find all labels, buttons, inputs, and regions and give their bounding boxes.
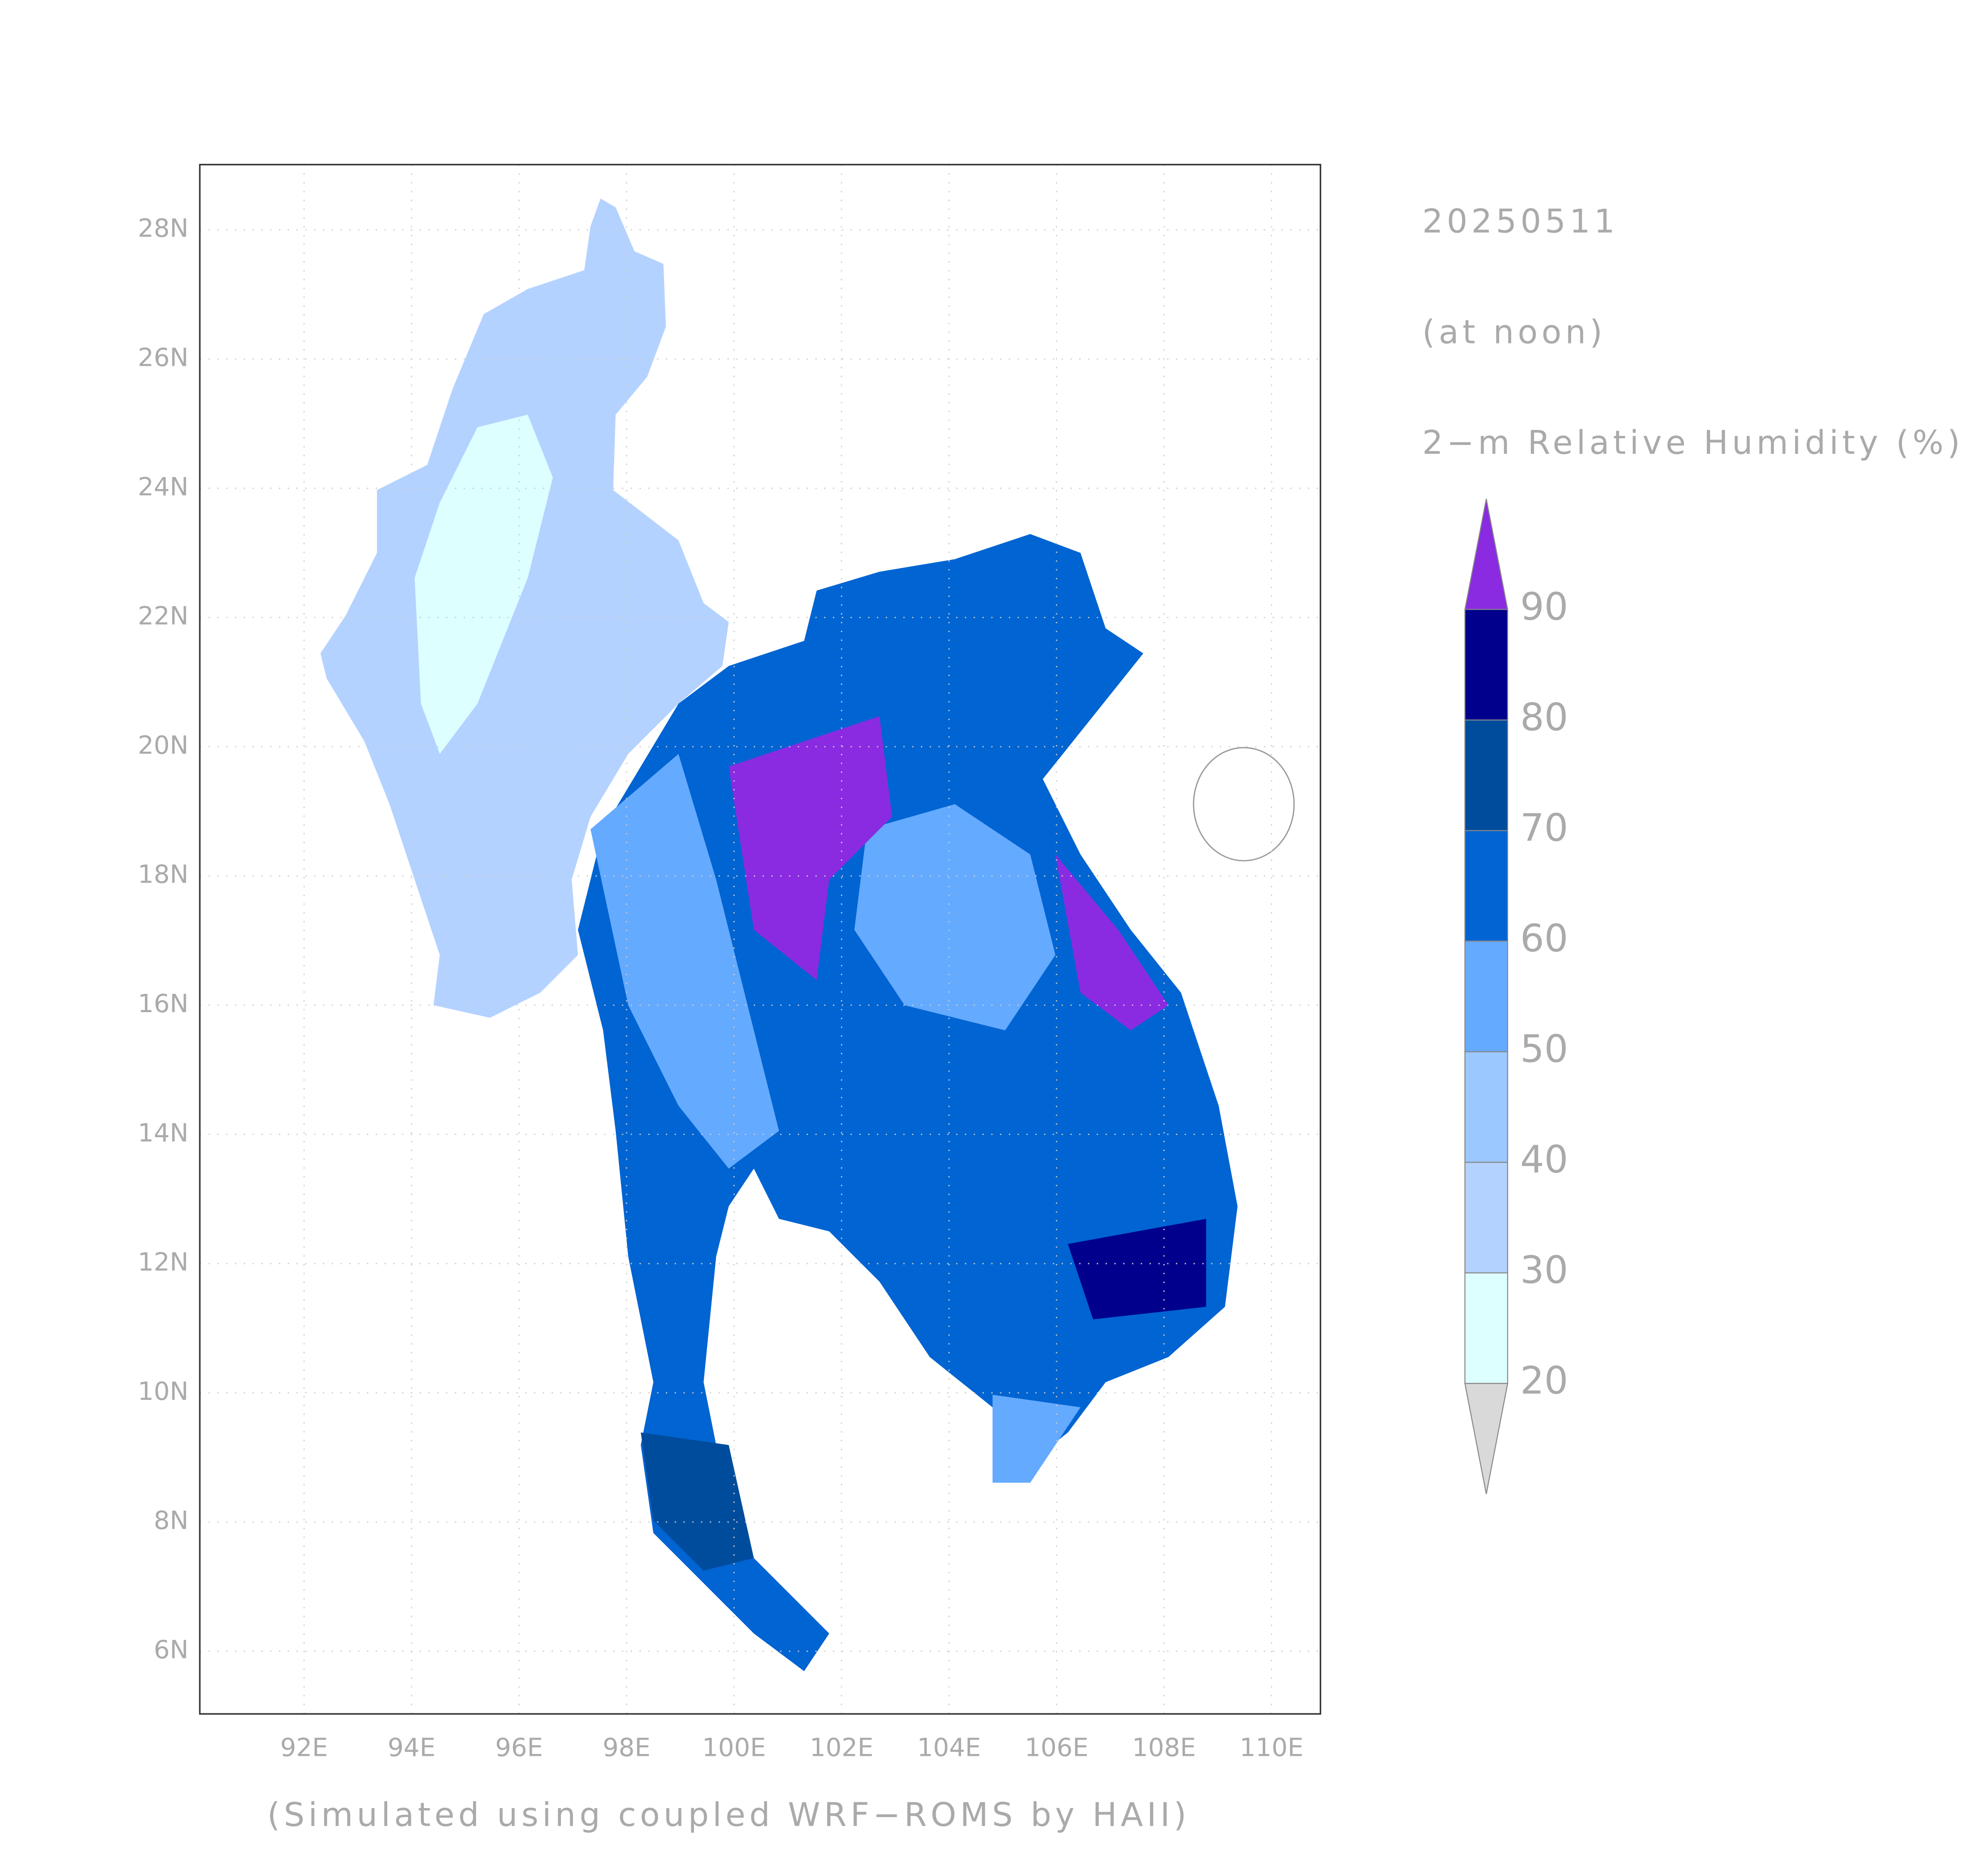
y-tick-label: 10N: [138, 1377, 188, 1406]
variable: 2−m Relative Humidity (%): [1422, 424, 1964, 462]
y-tick-label: 14N: [138, 1118, 188, 1147]
north-thai-purple: [728, 716, 892, 980]
y-tick-label: 22N: [138, 602, 188, 631]
time: (at noon): [1422, 313, 1606, 351]
y-tick-label: 28N: [138, 214, 188, 243]
y-tick-label: 6N: [154, 1635, 188, 1664]
y-tick-label: 20N: [138, 731, 188, 760]
colorbar-label: 50: [1520, 1027, 1568, 1071]
y-tick-label: 8N: [154, 1506, 188, 1535]
myanmar-field: [320, 198, 729, 1018]
x-tick-label: 92E: [280, 1733, 328, 1762]
central-field: [590, 754, 779, 1169]
colorbar-label: 30: [1520, 1248, 1568, 1292]
grid: [200, 164, 1321, 1714]
date: 20250511: [1422, 203, 1619, 241]
footnote: (Simulated using coupled WRF−ROMS by HAI…: [268, 1796, 1190, 1834]
colorbar: 20 30 40 50 60 70 80 90: [1464, 498, 1568, 1495]
colorbar-over: [1464, 498, 1509, 610]
x-tick-label: 106E: [1024, 1733, 1088, 1762]
x-tick-label: 94E: [388, 1733, 435, 1762]
x-tick-label: 100E: [702, 1733, 766, 1762]
colorbar-segment: [1464, 1272, 1509, 1384]
x-tick-label: 108E: [1132, 1733, 1196, 1762]
plateau-field: [854, 804, 1056, 1030]
south-dark: [1068, 1219, 1206, 1319]
colorbar-label: 90: [1520, 585, 1568, 628]
y-tick-label: 26N: [138, 343, 188, 373]
colorbar-label: 20: [1520, 1359, 1568, 1403]
colorbar-segment: [1464, 719, 1509, 831]
x-tick-label: 110E: [1240, 1733, 1304, 1762]
vietnam-coast-purple: [1055, 854, 1169, 1030]
y-tick-label: 24N: [138, 473, 188, 502]
map-frame: [199, 163, 1321, 1715]
colorbar-segment: [1464, 1051, 1509, 1163]
x-tick-label: 102E: [810, 1733, 874, 1762]
x-tick-label: 96E: [495, 1733, 543, 1762]
dry-zone: [414, 415, 553, 754]
colorbar-label: 60: [1520, 917, 1568, 960]
peninsula-dark: [640, 1432, 754, 1571]
colorbar-segment: [1464, 940, 1509, 1052]
colorbar-segment: [1464, 609, 1509, 721]
colorbar-segment: [1464, 1162, 1509, 1273]
colorbar-label: 40: [1520, 1138, 1568, 1181]
x-tick-label: 98E: [602, 1733, 650, 1762]
y-tick-label: 12N: [138, 1248, 188, 1277]
colorbar-label: 80: [1520, 695, 1568, 739]
delta-field: [992, 1394, 1081, 1483]
y-tick-label: 18N: [138, 860, 188, 889]
y-tick-label: 16N: [138, 989, 188, 1018]
land-field: [320, 198, 1295, 1671]
x-tick-label: 104E: [917, 1733, 981, 1762]
colorbar-under: [1464, 1383, 1509, 1495]
colorbar-label: 70: [1520, 806, 1568, 850]
hainan-coast: [1193, 747, 1295, 862]
colorbar-segment: [1464, 830, 1509, 942]
